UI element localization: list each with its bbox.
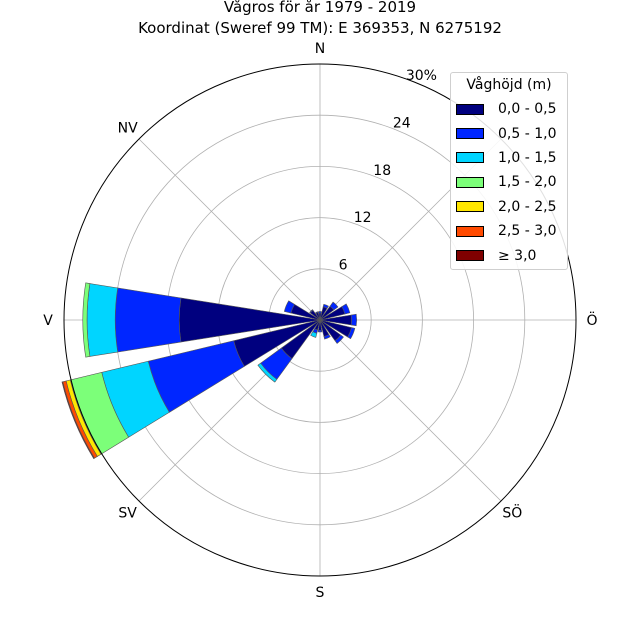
direction-label-S: S — [316, 585, 325, 601]
legend-label: 0,0 - 0,5 — [498, 101, 557, 118]
legend-swatch — [456, 225, 484, 237]
legend-label: 2,5 - 3,0 — [498, 223, 557, 240]
legend-swatch — [456, 128, 484, 140]
rose-bar-SSÖ — [323, 334, 331, 340]
legend-label: 0,5 - 1,0 — [498, 125, 557, 142]
legend: Våghöjd (m) 0,0 - 0,5 0,5 - 1,0 1,0 - 1,5 1… — [450, 72, 568, 270]
radial-tick-label: 30% — [406, 68, 437, 84]
direction-label-SV: SV — [118, 505, 137, 521]
chart-subtitle: Koordinat (Sweref 99 TM): E 369353, N 62… — [138, 19, 502, 37]
rose-bar-VSV — [61, 381, 95, 460]
grid-spoke — [319, 319, 502, 502]
direction-label-NV: NV — [118, 121, 138, 137]
rose-bar-SV — [257, 362, 278, 383]
legend-swatch — [456, 103, 484, 115]
outer-ring — [63, 63, 577, 577]
rose-bar-ÖNÖ — [341, 303, 351, 315]
legend-title: Våghöjd (m) — [466, 77, 552, 93]
radial-tick-label: 12 — [354, 210, 372, 226]
legend-label: 1,0 - 1,5 — [498, 149, 557, 166]
radial-tick-label: 24 — [393, 115, 411, 131]
rose-bar-NÖ — [329, 301, 339, 311]
legend-swatch — [456, 250, 484, 262]
rose-bar-NV — [309, 309, 314, 314]
legend-swatch — [456, 152, 484, 164]
legend-label: 2,0 - 2,5 — [498, 198, 557, 215]
rose-bar-SÖ — [334, 334, 344, 344]
legend-swatch — [456, 176, 484, 188]
chart-title: Vågros för år 1979 - 2019 — [223, 0, 417, 16]
direction-label-Ö: Ö — [586, 311, 597, 329]
grid-spoke — [138, 138, 321, 321]
rose-bar-ÖSÖ — [347, 327, 356, 340]
legend-item: 2,5 - 3,0 — [451, 219, 567, 243]
legend-label: 1,5 - 2,0 — [498, 174, 557, 191]
rose-bar-Ö — [350, 313, 357, 327]
legend-item: 1,0 - 1,5 — [451, 146, 567, 170]
rose-bar-SSV — [310, 331, 318, 338]
legend-item: 0,0 - 0,5 — [451, 97, 567, 121]
legend-label: ≥ 3,0 — [498, 247, 537, 264]
direction-label-V: V — [43, 313, 53, 329]
legend-item: 1,5 - 2,0 — [451, 170, 567, 194]
rose-bar-V — [114, 287, 182, 353]
rose-bar-NNV — [315, 311, 319, 314]
direction-label-N: N — [315, 41, 325, 57]
legend-item: 0,5 - 1,0 — [451, 121, 567, 145]
legend-item: 2,0 - 2,5 — [451, 195, 567, 219]
legend-swatch — [456, 201, 484, 213]
radial-tick-label: 6 — [339, 257, 348, 273]
rose-bar-V — [82, 282, 91, 358]
rose-bar-N — [318, 311, 322, 314]
legend-item: ≥ 3,0 — [451, 243, 567, 267]
rose-bar-S — [317, 329, 323, 333]
direction-label-SÖ: SÖ — [502, 503, 522, 521]
legend-entries: 0,0 - 0,5 0,5 - 1,0 1,0 - 1,5 1,5 - 2,0 2,0 … — [451, 97, 567, 268]
rose-bar-V — [86, 283, 119, 357]
rose-bar-VNV — [283, 300, 295, 314]
radial-tick-label: 18 — [373, 163, 391, 179]
rose-bar-NNÖ — [322, 303, 329, 309]
